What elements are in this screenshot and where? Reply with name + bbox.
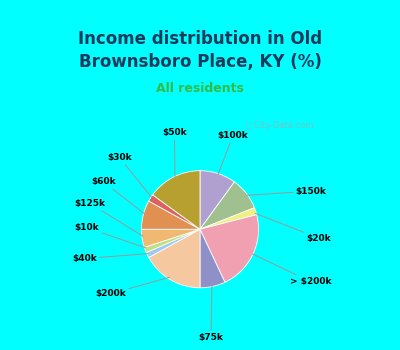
Wedge shape — [200, 171, 234, 229]
Wedge shape — [153, 171, 200, 229]
Text: ⓘ City-Data.com: ⓘ City-Data.com — [246, 121, 314, 130]
Wedge shape — [144, 229, 200, 252]
Text: > $200k: > $200k — [252, 254, 332, 286]
Text: $40k: $40k — [72, 254, 148, 263]
Wedge shape — [142, 229, 200, 247]
Text: $150k: $150k — [246, 187, 327, 196]
Wedge shape — [149, 229, 200, 288]
Text: Income distribution in Old
Brownsboro Place, KY (%): Income distribution in Old Brownsboro Pl… — [78, 30, 322, 71]
Text: $20k: $20k — [255, 213, 331, 243]
Text: $60k: $60k — [91, 177, 144, 214]
Wedge shape — [200, 208, 257, 229]
Text: $75k: $75k — [198, 286, 224, 342]
Wedge shape — [200, 215, 258, 282]
Wedge shape — [149, 195, 200, 229]
Wedge shape — [200, 229, 225, 288]
Text: $125k: $125k — [75, 199, 143, 236]
Text: $200k: $200k — [95, 277, 169, 298]
Wedge shape — [200, 182, 254, 229]
Text: $30k: $30k — [107, 153, 152, 198]
Wedge shape — [142, 201, 200, 229]
Text: $100k: $100k — [218, 131, 248, 174]
Wedge shape — [146, 229, 200, 258]
Text: All residents: All residents — [156, 83, 244, 96]
Text: $10k: $10k — [74, 223, 146, 248]
Text: $50k: $50k — [162, 128, 187, 177]
